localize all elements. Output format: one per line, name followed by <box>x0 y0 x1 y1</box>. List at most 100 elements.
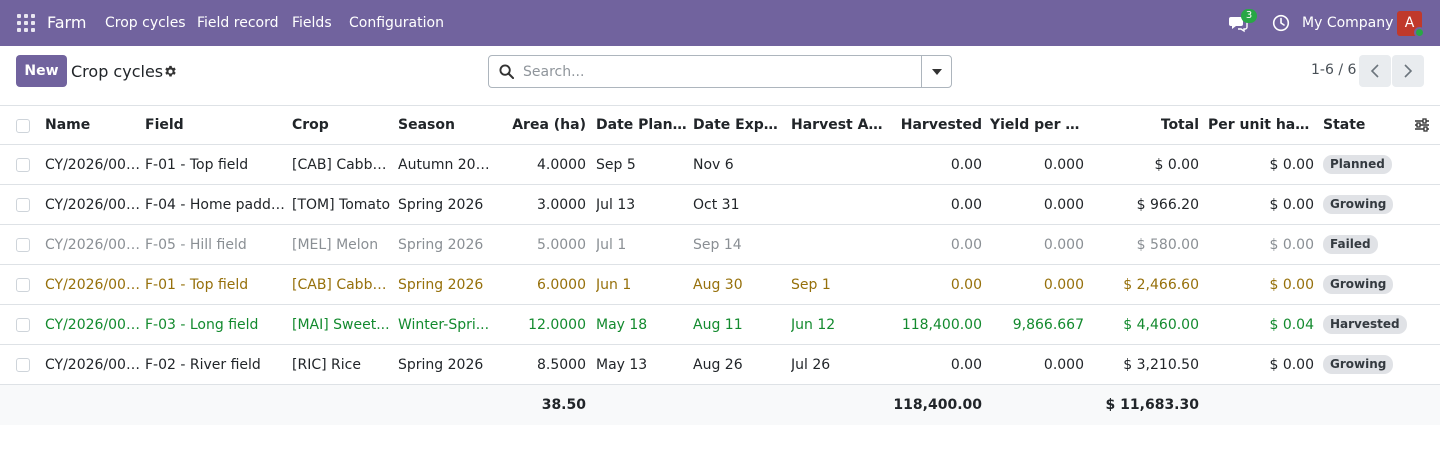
cell-total[interactable]: $ 2,466.60 <box>1123 276 1199 293</box>
table-row[interactable]: CY/2026/0002 F-02 - River field [RIC] Rice… <box>0 345 1440 385</box>
cell-date-planted[interactable]: Jun 1 <box>596 276 632 293</box>
cell-name[interactable]: CY/2026/0004 <box>45 196 142 213</box>
cell-state[interactable]: Planned <box>1323 145 1411 184</box>
column-header-date-planted[interactable]: Date Planted <box>596 117 688 133</box>
pager-value[interactable]: 1-6 / 6 <box>1311 62 1357 78</box>
cell-per-unit-harvest[interactable]: $ 0.00 <box>1269 276 1314 293</box>
column-header-harvest-allowed[interactable]: Harvest All... <box>791 117 883 133</box>
cell-state[interactable]: Growing <box>1323 265 1411 304</box>
cell-crop[interactable]: [MAI] Sweet... <box>292 316 390 333</box>
cell-date-expected[interactable]: Oct 31 <box>693 196 740 213</box>
cell-field[interactable]: F-04 - Home paddock <box>145 196 287 213</box>
cell-field[interactable]: F-01 - Top field <box>145 276 249 293</box>
cell-season[interactable]: Winter-Spri... <box>398 316 490 333</box>
cell-date-planted[interactable]: May 18 <box>596 316 648 333</box>
row-checkbox[interactable] <box>16 318 30 332</box>
cell-field[interactable]: F-01 - Top field <box>145 156 249 173</box>
cell-season[interactable]: Autumn 2026 <box>398 156 490 173</box>
app-brand[interactable]: Farm <box>47 13 87 32</box>
search-input[interactable] <box>523 60 913 84</box>
column-header-state[interactable]: State <box>1323 117 1366 133</box>
cell-field[interactable]: F-05 - Hill field <box>145 236 247 253</box>
column-header-per-unit-harvest[interactable]: Per unit harv... <box>1208 117 1314 133</box>
menu-fields[interactable]: Fields <box>292 15 332 31</box>
cell-date-planted[interactable]: Jul 13 <box>596 196 636 213</box>
cell-per-unit-harvest[interactable]: $ 0.00 <box>1269 196 1314 213</box>
cell-date-expected[interactable]: Aug 30 <box>693 276 743 293</box>
cell-crop[interactable]: [CAB] Cabbage <box>292 156 394 173</box>
pager-previous-button[interactable] <box>1359 55 1391 87</box>
cell-season[interactable]: Spring 2026 <box>398 236 484 253</box>
row-checkbox[interactable] <box>16 158 30 172</box>
cell-harvest-allowed[interactable] <box>791 145 883 184</box>
menu-crop-cycles[interactable]: Crop cycles <box>105 15 186 31</box>
column-header-total[interactable]: Total <box>1160 117 1199 133</box>
cell-date-expected[interactable]: Aug 11 <box>693 316 743 333</box>
cell-harvested[interactable]: 118,400.00 <box>901 316 982 333</box>
column-header-harvested[interactable]: Harvested <box>900 117 982 133</box>
cell-yield-per-ha[interactable]: 0.000 <box>1043 356 1084 373</box>
cell-name[interactable]: CY/2026/0005 <box>45 236 142 253</box>
cell-total[interactable]: $ 4,460.00 <box>1123 316 1199 333</box>
cell-date-planted[interactable]: Jul 1 <box>596 236 627 253</box>
gear-icon[interactable] <box>164 65 177 78</box>
cell-harvested[interactable]: 0.00 <box>950 196 982 213</box>
optional-columns-icon[interactable] <box>1414 118 1430 132</box>
cell-date-expected[interactable]: Sep 14 <box>693 236 742 253</box>
row-checkbox[interactable] <box>16 358 30 372</box>
cell-harvested[interactable]: 0.00 <box>950 276 982 293</box>
cell-total[interactable]: $ 580.00 <box>1136 236 1199 253</box>
cell-harvest-allowed[interactable] <box>791 225 883 264</box>
cell-area[interactable]: 3.0000 <box>537 196 586 213</box>
apps-grid-icon[interactable] <box>17 14 35 32</box>
cell-date-expected[interactable]: Aug 26 <box>693 356 743 373</box>
table-row[interactable]: CY/2026/0003 F-03 - Long field [MAI] Sweet… <box>0 305 1440 345</box>
cell-season[interactable]: Spring 2026 <box>398 356 484 373</box>
table-row[interactable]: CY/2026/0004 F-04 - Home paddock [TOM] Tom… <box>0 185 1440 225</box>
search-options-dropdown[interactable] <box>921 56 951 87</box>
cell-name[interactable]: CY/2026/0006 <box>45 156 142 173</box>
cell-area[interactable]: 6.0000 <box>537 276 586 293</box>
column-header-season[interactable]: Season <box>398 117 455 133</box>
table-row[interactable]: CY/2026/0006 F-01 - Top field [CAB] Cabbag… <box>0 145 1440 185</box>
cell-area[interactable]: 8.5000 <box>537 356 586 373</box>
column-header-yield-per-ha[interactable]: Yield per ha <box>990 117 1084 133</box>
cell-name[interactable]: CY/2026/0003 <box>45 316 142 333</box>
cell-per-unit-harvest[interactable]: $ 0.00 <box>1269 356 1314 373</box>
cell-harvest-allowed[interactable]: Sep 1 <box>791 276 831 293</box>
cell-per-unit-harvest[interactable]: $ 0.04 <box>1269 316 1314 333</box>
row-checkbox[interactable] <box>16 198 30 212</box>
cell-per-unit-harvest[interactable]: $ 0.00 <box>1269 156 1314 173</box>
column-header-date-expected[interactable]: Date Expec... <box>693 117 785 133</box>
cell-area[interactable]: 4.0000 <box>537 156 586 173</box>
cell-crop[interactable]: [CAB] Cabbage <box>292 276 394 293</box>
cell-season[interactable]: Spring 2026 <box>398 276 484 293</box>
cell-crop[interactable]: [MEL] Melon <box>292 236 379 253</box>
cell-harvest-allowed[interactable] <box>791 185 883 224</box>
cell-yield-per-ha[interactable]: 0.000 <box>1043 156 1084 173</box>
column-header-name[interactable]: Name <box>45 117 91 133</box>
cell-harvested[interactable]: 0.00 <box>950 236 982 253</box>
menu-field-record[interactable]: Field record <box>197 15 279 31</box>
cell-crop[interactable]: [TOM] Tomato <box>292 196 391 213</box>
select-all-checkbox[interactable] <box>16 119 30 133</box>
company-switcher[interactable]: My Company <box>1302 15 1394 31</box>
cell-total[interactable]: $ 0.00 <box>1154 156 1199 173</box>
row-checkbox[interactable] <box>16 278 30 292</box>
cell-season[interactable]: Spring 2026 <box>398 196 484 213</box>
cell-total[interactable]: $ 966.20 <box>1136 196 1199 213</box>
cell-yield-per-ha[interactable]: 0.000 <box>1043 196 1084 213</box>
column-header-crop[interactable]: Crop <box>292 117 329 133</box>
cell-date-expected[interactable]: Nov 6 <box>693 156 734 173</box>
table-row[interactable]: CY/2026/0001 F-01 - Top field [CAB] Cabbag… <box>0 265 1440 305</box>
cell-date-planted[interactable]: Sep 5 <box>596 156 636 173</box>
menu-configuration[interactable]: Configuration <box>349 15 444 31</box>
user-avatar[interactable]: A <box>1397 11 1422 36</box>
clock-icon[interactable] <box>1272 14 1290 32</box>
new-button[interactable]: New <box>16 55 67 87</box>
cell-field[interactable]: F-02 - River field <box>145 356 261 373</box>
cell-harvest-allowed[interactable]: Jun 12 <box>791 316 836 333</box>
cell-harvest-allowed[interactable]: Jul 26 <box>791 356 831 373</box>
cell-total[interactable]: $ 3,210.50 <box>1123 356 1199 373</box>
cell-name[interactable]: CY/2026/0001 <box>45 276 142 293</box>
